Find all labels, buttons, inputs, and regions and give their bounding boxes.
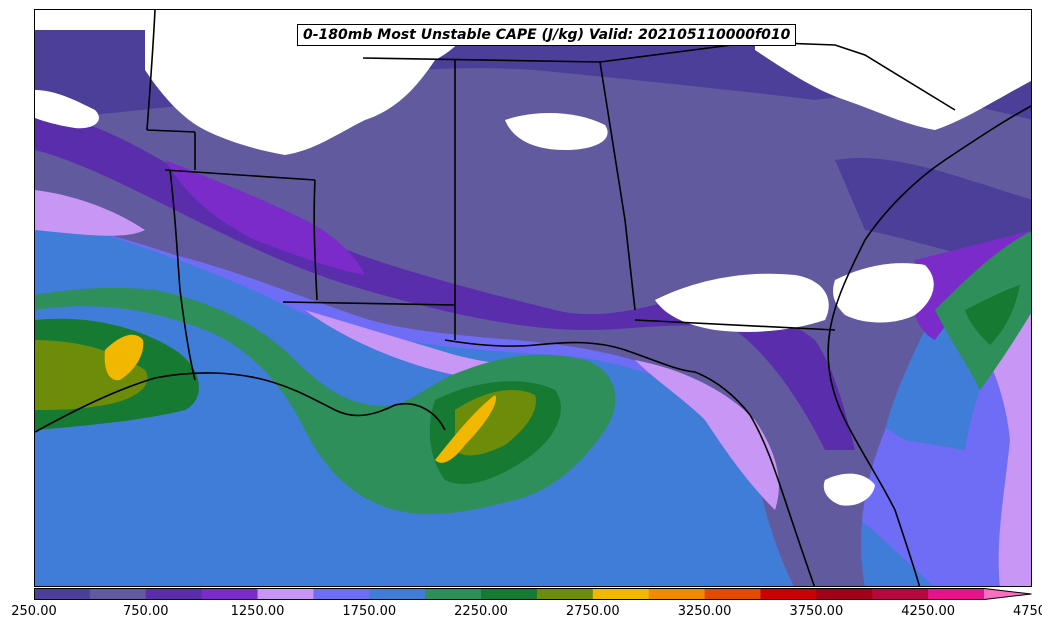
cape-field-dark-green-3 — [965, 285, 1020, 345]
cape-field-lavender-4 — [955, 310, 1031, 586]
colorbar-segment — [928, 588, 985, 600]
cape-field-lavender — [35, 190, 145, 236]
boundaries — [35, 10, 1031, 586]
colorbar-tick-label: 3250.00 — [677, 604, 732, 619]
cape-field-nodata-7 — [833, 263, 934, 323]
colorbar-segment — [145, 588, 203, 600]
cape-map: 0-180mb Most Unstable CAPE (J/kg) Valid:… — [34, 9, 1032, 587]
cape-field-nodata-1 — [145, 10, 475, 155]
colorbar-segment — [34, 588, 91, 600]
cape-field-lavender-3 — [635, 360, 779, 510]
colorbar-tick-label: 4250.00 — [901, 604, 955, 619]
colorbar-tick-label: 2250.00 — [454, 604, 508, 619]
cape-field-nodata-6 — [655, 273, 829, 332]
colorbar-tick-label: 3750.00 — [789, 604, 844, 619]
colorbar-tick-label: 1250.00 — [230, 604, 285, 619]
colorbar-segment — [536, 588, 594, 600]
colorbar-segment — [481, 588, 538, 600]
cape-field-yellow-2 — [435, 395, 496, 463]
colorbar-segment — [648, 588, 706, 600]
colorbar-segment — [89, 588, 147, 600]
colorbar-segment — [984, 588, 1032, 600]
cape-field-violet — [35, 110, 855, 450]
cape-field-nodata-8 — [823, 473, 875, 506]
cape-field-light-blue — [35, 210, 1031, 586]
colorbar-segment — [201, 588, 259, 600]
state-line-1 — [146, 10, 956, 340]
cape-field-yellow — [104, 334, 144, 381]
colorbar-segment — [704, 588, 762, 600]
colorbar-tick-label: 2750.00 — [565, 604, 620, 619]
colorbar-outline — [34, 588, 1032, 600]
colorbar-segment — [872, 588, 929, 600]
colorbar-tick-label: 1750.00 — [342, 604, 397, 619]
state-line-2 — [169, 169, 196, 381]
cape-field-olive-2 — [455, 390, 536, 456]
colorbar-segment — [369, 588, 426, 600]
cape-field-nodata-5 — [505, 113, 608, 150]
cape-field-nodata-4 — [35, 90, 99, 129]
colorbar-tick-label: 750.00 — [123, 604, 169, 619]
map-canvas — [35, 10, 1031, 586]
cape-field-nodata-2 — [755, 30, 1031, 130]
colorbar-segment — [592, 588, 650, 600]
colorbar-segment — [313, 588, 370, 600]
colorbar-tick-label: 250.00 — [11, 604, 57, 619]
colorbar-segment — [425, 588, 482, 600]
colorbar-tick-label: 4750.00 — [1012, 604, 1042, 619]
map-title: 0-180mb Most Unstable CAPE (J/kg) Valid:… — [297, 24, 797, 46]
coastline-gulf — [35, 339, 816, 586]
colorbar — [34, 588, 1032, 600]
colorbar-segment — [760, 588, 817, 600]
colorbar-segment — [816, 588, 873, 600]
colorbar-segment — [257, 588, 315, 600]
cape-field-east — [835, 158, 1031, 270]
